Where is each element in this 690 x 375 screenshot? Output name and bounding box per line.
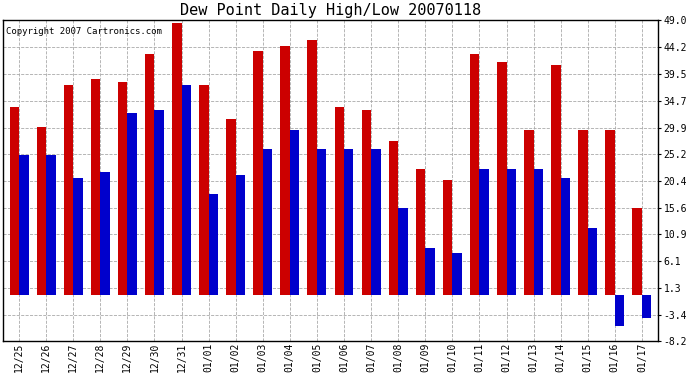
Bar bbox=[263, 150, 273, 296]
Bar bbox=[63, 85, 73, 296]
Bar bbox=[208, 194, 218, 296]
Bar bbox=[524, 130, 533, 296]
Bar bbox=[10, 107, 19, 296]
Bar bbox=[642, 296, 651, 318]
Bar bbox=[425, 248, 435, 296]
Bar bbox=[308, 40, 317, 296]
Bar bbox=[344, 150, 353, 296]
Bar bbox=[561, 177, 570, 296]
Bar bbox=[317, 150, 326, 296]
Bar bbox=[533, 169, 543, 296]
Bar bbox=[46, 155, 56, 296]
Bar bbox=[398, 208, 408, 296]
Bar bbox=[633, 209, 642, 296]
Bar bbox=[453, 254, 462, 296]
Bar bbox=[19, 155, 28, 296]
Bar bbox=[416, 169, 425, 296]
Bar bbox=[73, 177, 83, 296]
Bar bbox=[551, 65, 561, 296]
Bar bbox=[615, 296, 624, 326]
Bar bbox=[253, 51, 263, 296]
Bar bbox=[388, 141, 398, 296]
Bar bbox=[199, 85, 208, 296]
Bar bbox=[588, 228, 598, 296]
Bar bbox=[181, 85, 191, 296]
Bar bbox=[145, 54, 155, 296]
Text: Copyright 2007 Cartronics.com: Copyright 2007 Cartronics.com bbox=[6, 27, 162, 36]
Bar bbox=[371, 150, 381, 296]
Bar bbox=[236, 175, 245, 296]
Bar bbox=[470, 54, 480, 296]
Bar bbox=[118, 82, 128, 296]
Bar bbox=[362, 110, 371, 296]
Bar bbox=[172, 23, 181, 296]
Bar bbox=[480, 169, 489, 296]
Bar bbox=[443, 180, 453, 296]
Bar bbox=[226, 118, 236, 296]
Bar bbox=[91, 79, 100, 296]
Bar bbox=[578, 130, 588, 296]
Bar bbox=[100, 172, 110, 296]
Bar bbox=[128, 113, 137, 296]
Bar bbox=[280, 46, 290, 296]
Bar bbox=[335, 107, 344, 296]
Title: Dew Point Daily High/Low 20070118: Dew Point Daily High/Low 20070118 bbox=[180, 3, 481, 18]
Bar bbox=[497, 63, 506, 296]
Bar bbox=[37, 127, 46, 296]
Bar bbox=[290, 130, 299, 296]
Bar bbox=[605, 130, 615, 296]
Bar bbox=[155, 110, 164, 296]
Bar bbox=[506, 169, 516, 296]
